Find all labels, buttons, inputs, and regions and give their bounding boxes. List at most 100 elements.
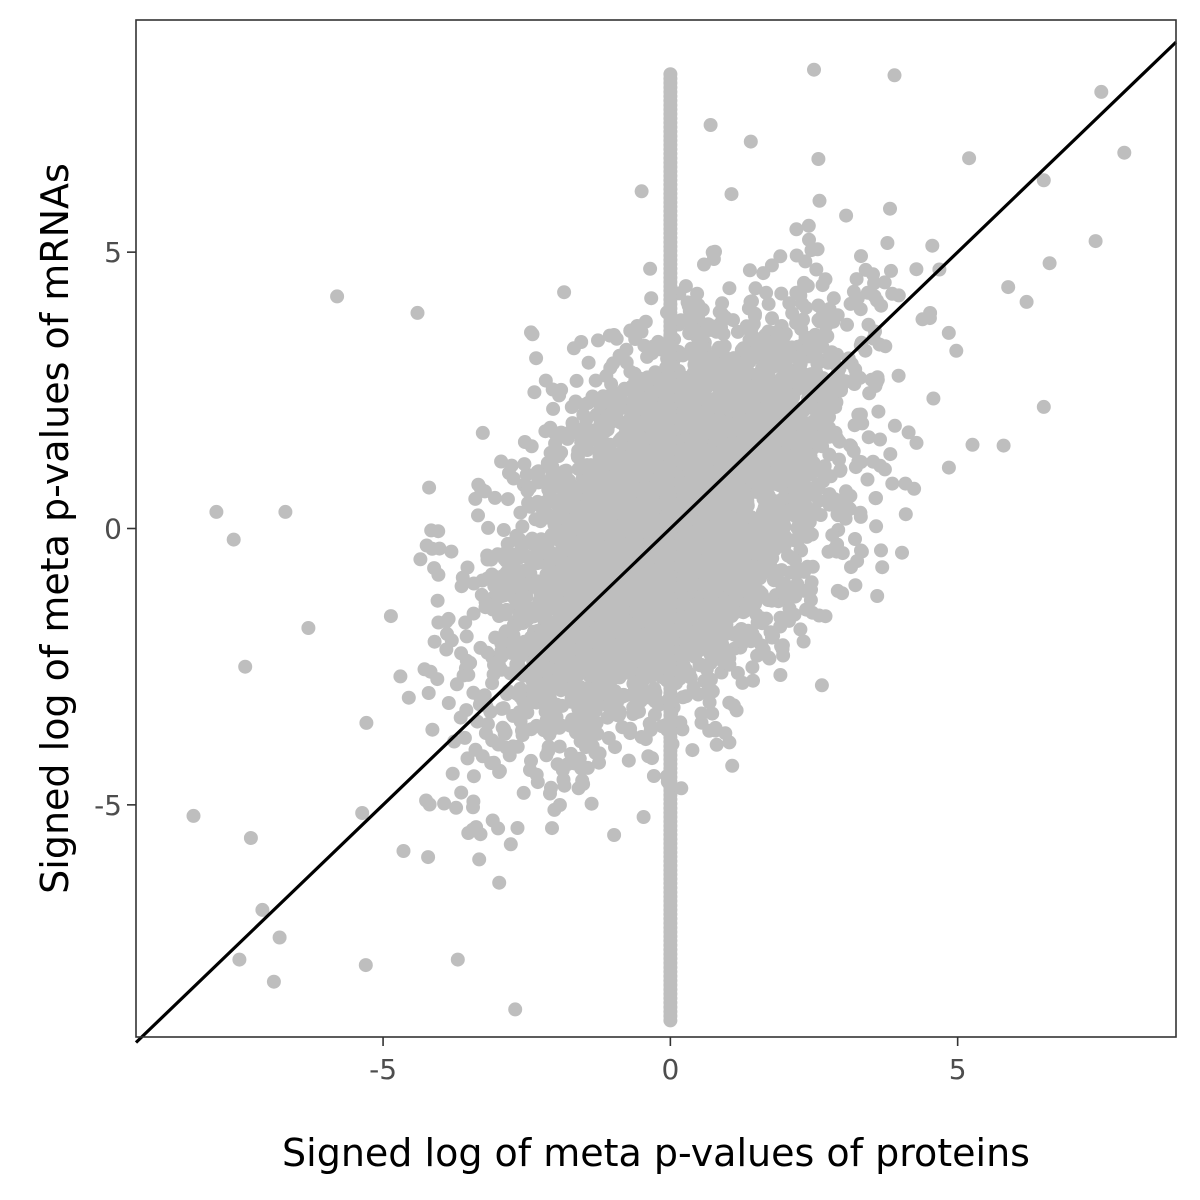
data-point — [817, 397, 832, 411]
data-point — [949, 343, 964, 358]
data-point — [359, 715, 374, 730]
data-point — [749, 607, 764, 622]
outlier-point — [255, 902, 270, 917]
data-point — [926, 391, 941, 406]
data-point — [707, 524, 722, 539]
data-point — [421, 850, 436, 865]
data-point — [613, 431, 628, 446]
data-point — [869, 519, 884, 534]
data-point — [726, 313, 740, 328]
data-point — [753, 571, 767, 586]
data-point — [568, 669, 583, 684]
data-point — [419, 538, 434, 553]
data-point — [459, 629, 474, 644]
data-point — [610, 695, 624, 710]
data-point — [909, 435, 924, 450]
data-point — [796, 634, 811, 649]
data-point — [584, 796, 599, 811]
data-point — [588, 626, 602, 641]
data-point — [811, 152, 826, 166]
data-point — [539, 567, 554, 582]
data-point — [751, 369, 766, 384]
data-point — [635, 452, 650, 467]
data-point — [590, 605, 605, 620]
data-point — [633, 601, 648, 616]
data-point — [488, 630, 503, 645]
data-point — [609, 654, 624, 669]
data-point — [503, 837, 518, 852]
data-point — [775, 474, 790, 489]
data-point — [686, 578, 701, 593]
data-point — [706, 553, 721, 568]
data-point — [527, 385, 542, 400]
data-point — [540, 582, 555, 597]
data-point — [521, 495, 536, 510]
data-point — [702, 695, 717, 710]
data-point — [601, 627, 616, 642]
x-tick-label: 5 — [949, 1053, 967, 1086]
data-point — [766, 522, 781, 537]
data-point — [763, 471, 777, 485]
data-point — [571, 522, 586, 537]
data-point — [547, 425, 562, 440]
data-point — [616, 501, 630, 515]
data-point — [826, 291, 841, 306]
data-point — [874, 543, 888, 558]
data-point — [895, 545, 909, 560]
data-point — [646, 513, 661, 528]
outlier-point — [962, 151, 977, 166]
data-point — [630, 319, 645, 333]
data-point — [486, 667, 501, 682]
data-point — [838, 374, 853, 389]
data-point — [810, 356, 825, 371]
data-point — [383, 609, 398, 624]
data-point — [759, 346, 774, 361]
data-point — [689, 626, 704, 641]
data-point — [393, 669, 408, 684]
data-point — [698, 324, 713, 339]
data-point — [822, 497, 837, 512]
data-point — [823, 469, 838, 484]
data-point — [743, 350, 757, 365]
data-point — [812, 193, 827, 208]
data-point — [639, 580, 653, 595]
outlier-point — [266, 974, 281, 989]
data-point — [791, 522, 806, 537]
data-point — [811, 477, 825, 492]
data-point — [650, 693, 665, 708]
data-point — [798, 507, 813, 522]
data-point — [513, 505, 528, 520]
data-point — [437, 796, 452, 811]
data-point — [565, 554, 580, 569]
data-point — [714, 323, 728, 338]
data-point — [401, 690, 416, 705]
outlier-point — [1019, 294, 1034, 309]
data-point — [509, 686, 524, 701]
data-point — [839, 208, 854, 223]
data-point — [751, 402, 766, 417]
data-point — [615, 720, 630, 735]
data-point — [547, 526, 562, 541]
data-point — [730, 666, 745, 680]
data-point — [883, 201, 897, 216]
outlier-point — [209, 504, 224, 519]
data-point — [425, 722, 440, 737]
data-point — [502, 466, 516, 480]
data-point — [544, 553, 559, 568]
data-point — [432, 541, 447, 556]
data-point — [638, 413, 653, 428]
data-point — [536, 678, 551, 693]
data-point — [424, 523, 439, 538]
data-point — [850, 554, 865, 569]
data-point — [413, 552, 428, 567]
data-point — [715, 647, 730, 662]
data-point — [866, 267, 880, 282]
data-point — [499, 740, 514, 755]
data-point — [870, 370, 885, 385]
data-point — [694, 715, 709, 730]
data-point — [596, 389, 611, 404]
data-point — [715, 307, 730, 322]
data-point — [724, 511, 739, 526]
data-point — [454, 785, 469, 800]
data-point — [773, 385, 788, 400]
